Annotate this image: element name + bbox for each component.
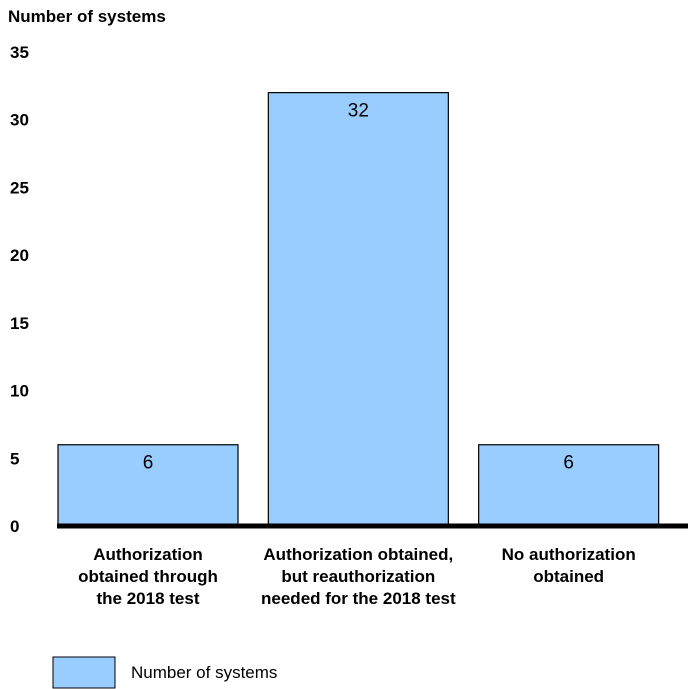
- y-tick-label: 30: [10, 111, 29, 130]
- category-label: Authorization obtained through the 2018 te…: [78, 545, 218, 608]
- bar: [478, 444, 660, 527]
- legend-label: Number of systems: [131, 663, 277, 682]
- y-tick-label: 10: [10, 382, 29, 401]
- bar-value-label: 6: [563, 453, 574, 474]
- bar: [57, 444, 239, 527]
- bar: [267, 92, 449, 527]
- y-tick-label: 25: [10, 178, 29, 197]
- y-axis-ticks: 0 5 10 15 20 25 30 35: [10, 43, 29, 536]
- y-tick-label: 20: [10, 246, 29, 265]
- legend: Number of systems: [52, 656, 277, 689]
- y-tick-label: 0: [10, 517, 19, 536]
- category-labels: Authorization obtained through the 2018 te…: [78, 545, 636, 608]
- value-labels: 6 32 6: [143, 101, 574, 474]
- y-tick-label: 35: [10, 43, 29, 62]
- bar-value-label: 6: [143, 453, 154, 474]
- bars: [57, 92, 660, 527]
- y-tick-label: 5: [10, 449, 19, 468]
- bar-value-label: 32: [348, 101, 369, 122]
- category-label: Authorization obtained, but reauthorizati…: [261, 545, 456, 608]
- category-label: No authorization obtained: [502, 545, 636, 586]
- y-axis-label: Number of systems: [8, 7, 166, 26]
- y-tick-label: 15: [10, 314, 29, 333]
- legend-swatch: [52, 656, 116, 689]
